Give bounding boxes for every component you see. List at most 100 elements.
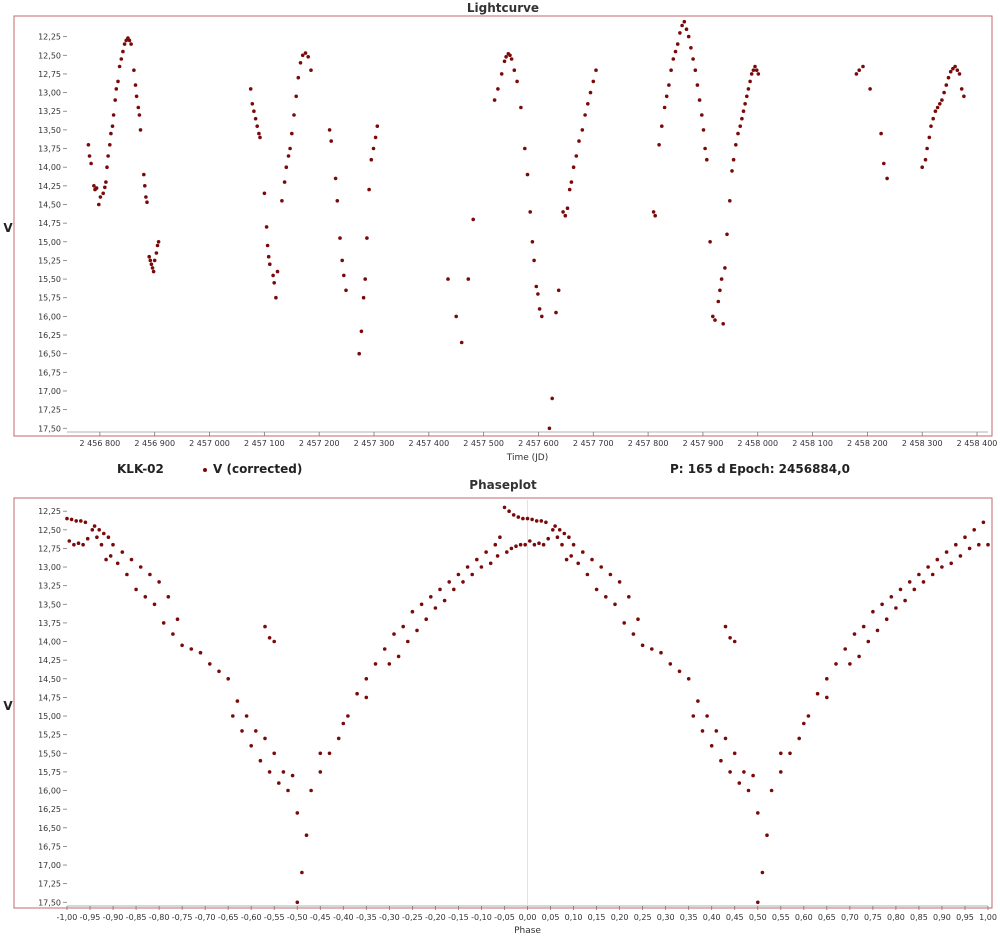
data-point: [274, 295, 278, 300]
x-tick-label: 1,00: [979, 913, 997, 922]
y-tick-label: 16,25: [38, 805, 61, 814]
data-point: [746, 87, 751, 91]
data-point: [152, 258, 157, 263]
data-point: [254, 729, 258, 733]
x-tick-label: -0,85: [126, 913, 147, 922]
x-tick-label: 0,90: [933, 913, 951, 922]
data-point: [143, 595, 148, 599]
data-point: [929, 124, 933, 128]
data-point: [748, 79, 752, 84]
data-point: [512, 68, 517, 72]
x-tick-label: 2 457 100: [244, 439, 285, 448]
data-point: [108, 143, 112, 147]
data-point: [815, 691, 820, 696]
y-tick-label: 15,00: [38, 238, 61, 247]
data-point: [967, 546, 972, 551]
x-tick-label: -0,55: [264, 913, 285, 922]
data-point: [532, 258, 536, 263]
y-tick-label: 17,50: [38, 898, 61, 907]
data-point: [521, 516, 525, 521]
data-point: [129, 557, 134, 562]
data-point: [523, 542, 527, 547]
data-point: [866, 639, 871, 644]
data-point: [972, 528, 976, 532]
data-point: [447, 580, 452, 584]
data-point: [745, 94, 749, 99]
y-tick-label: 15,75: [38, 768, 61, 777]
y-tick-label: 15,25: [38, 731, 61, 740]
data-point: [415, 628, 419, 633]
data-point: [977, 542, 981, 547]
data-point: [882, 161, 886, 166]
x-axis-label: Phase: [514, 926, 541, 936]
data-point: [175, 617, 180, 621]
data-point: [288, 146, 292, 151]
y-tick-label: 14,75: [38, 693, 61, 702]
data-point: [574, 154, 579, 158]
data-point: [567, 535, 571, 539]
y-tick-label: 15,75: [38, 294, 61, 303]
plot-frame: [13, 15, 993, 437]
data-point: [948, 69, 953, 74]
data-point: [499, 72, 504, 76]
data-point: [410, 609, 415, 614]
x-tick-label: 0,65: [818, 913, 836, 922]
data-point: [161, 621, 166, 625]
data-point: [304, 833, 309, 837]
data-point: [544, 520, 548, 525]
data-point: [525, 516, 530, 521]
y-tick-label: 13,50: [38, 126, 61, 135]
data-point: [98, 195, 103, 199]
x-tick-label: 0,30: [657, 913, 675, 922]
data-point: [83, 520, 88, 525]
y-tick-label: 14,25: [38, 182, 61, 191]
x-tick-label: -0,75: [172, 913, 193, 922]
data-point: [117, 64, 122, 69]
data-point: [875, 628, 880, 633]
data-point: [147, 254, 151, 259]
x-tick-label: 2 457 800: [628, 439, 669, 448]
y-tick-label: 13,25: [38, 582, 61, 591]
data-point: [303, 51, 308, 55]
data-point: [667, 83, 671, 87]
data-point: [282, 180, 287, 184]
data-point: [825, 695, 829, 700]
data-point: [986, 542, 990, 547]
data-point: [723, 624, 728, 629]
x-tick-label: -0,50: [287, 913, 308, 922]
data-point: [65, 516, 69, 521]
data-point: [217, 669, 221, 674]
data-point: [505, 550, 509, 554]
data-point: [797, 736, 801, 741]
data-point: [122, 42, 127, 46]
data-point: [640, 643, 645, 648]
data-point: [265, 243, 270, 248]
y-tick-label: 17,50: [38, 424, 61, 433]
data-point: [553, 524, 557, 528]
y-tick-label: 17,00: [38, 387, 61, 396]
data-point: [248, 87, 253, 91]
data-point: [550, 396, 554, 401]
data-point: [562, 531, 567, 536]
data-point: [931, 116, 935, 121]
data-point: [541, 542, 546, 547]
y-tick-label: 16,75: [38, 368, 61, 377]
data-point: [590, 557, 594, 562]
data-point: [754, 68, 759, 72]
data-point: [613, 602, 617, 607]
data-point: [373, 135, 378, 140]
data-point: [889, 595, 894, 599]
data-point: [74, 519, 78, 523]
y-tick-label: 16,00: [38, 312, 61, 321]
data-point: [271, 273, 275, 278]
data-point: [907, 580, 912, 584]
data-point: [387, 662, 392, 666]
data-point: [109, 131, 113, 136]
y-tick-label: 13,25: [38, 107, 61, 116]
data-point: [258, 758, 263, 763]
data-point: [599, 565, 603, 569]
legend: V (corrected): [203, 462, 302, 476]
data-point: [571, 165, 576, 169]
data-point: [935, 557, 940, 562]
data-point: [760, 870, 765, 875]
